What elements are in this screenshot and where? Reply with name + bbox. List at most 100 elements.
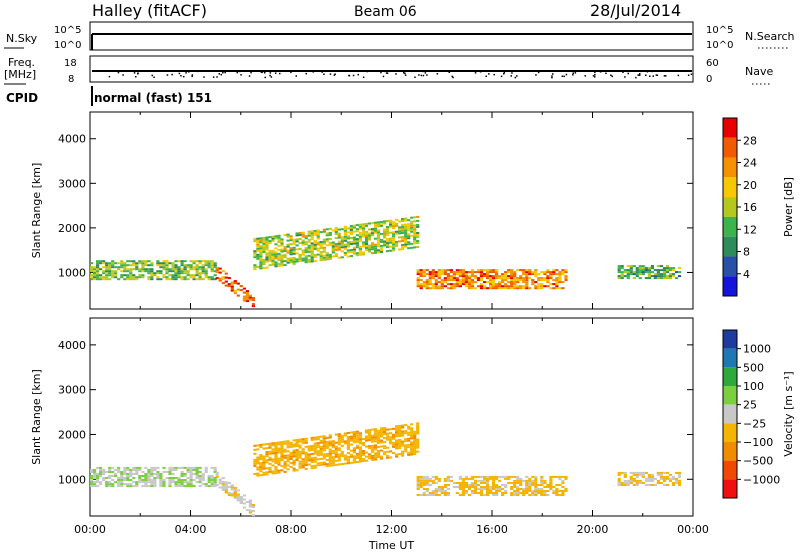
data-cell xyxy=(401,238,404,240)
data-cell xyxy=(162,260,165,262)
data-cell xyxy=(558,490,561,492)
data-cell xyxy=(435,494,438,496)
data-cell xyxy=(228,482,231,484)
data-cell xyxy=(280,453,283,455)
data-cell xyxy=(558,484,561,486)
data-cell xyxy=(513,484,516,486)
data-cell xyxy=(528,287,531,289)
data-cell xyxy=(666,265,669,267)
data-cell xyxy=(174,481,177,483)
data-cell xyxy=(165,266,168,268)
data-cell xyxy=(371,246,374,248)
data-cell xyxy=(323,445,326,447)
data-cell xyxy=(525,271,528,273)
data-cell xyxy=(525,285,528,287)
data-cell xyxy=(420,269,423,271)
data-cell xyxy=(450,269,453,271)
data-cell xyxy=(489,285,492,287)
data-cell xyxy=(308,251,311,253)
data-cell xyxy=(377,251,380,253)
data-cell xyxy=(507,271,510,273)
data-cell xyxy=(252,303,255,305)
data-cell xyxy=(174,264,177,266)
colorbar-tick-label: 16 xyxy=(743,201,757,214)
data-cell xyxy=(277,460,280,462)
data-cell xyxy=(290,454,293,456)
data-cell xyxy=(627,484,630,486)
data-cell xyxy=(302,450,305,452)
data-cell xyxy=(413,441,416,443)
data-cell xyxy=(277,444,280,446)
data-cell xyxy=(663,476,666,478)
data-cell xyxy=(371,459,374,461)
data-cell xyxy=(114,270,117,272)
data-cell xyxy=(159,473,162,475)
colorbar-segment xyxy=(723,349,737,368)
data-cell xyxy=(420,484,423,486)
data-cell xyxy=(305,251,308,253)
data-cell xyxy=(359,461,362,463)
nave-point xyxy=(224,72,226,74)
data-cell xyxy=(489,271,492,273)
data-cell xyxy=(311,459,314,461)
data-cell xyxy=(99,473,102,475)
data-cell xyxy=(528,486,531,488)
data-cell xyxy=(246,300,249,302)
data-cell xyxy=(268,258,271,260)
data-cell xyxy=(314,437,317,439)
data-cell xyxy=(129,475,132,477)
data-cell xyxy=(302,464,305,466)
colorbar-tick-label: 4 xyxy=(743,268,750,281)
nave-point xyxy=(638,74,640,76)
nave-point xyxy=(261,71,263,73)
data-cell xyxy=(262,261,265,263)
data-cell xyxy=(171,469,174,471)
data-cell xyxy=(386,437,389,439)
data-cell xyxy=(290,452,293,454)
data-cell xyxy=(507,281,510,283)
data-cell xyxy=(401,236,404,238)
data-cell xyxy=(362,245,365,247)
data-cell xyxy=(447,283,450,285)
data-cell xyxy=(362,460,365,462)
data-cell xyxy=(311,242,314,244)
data-cell xyxy=(362,223,365,225)
data-cell xyxy=(525,283,528,285)
data-cell xyxy=(636,472,639,474)
data-cell xyxy=(341,441,344,443)
data-cell xyxy=(314,232,317,234)
data-cell xyxy=(293,450,296,452)
data-cell xyxy=(423,285,426,287)
nave-point xyxy=(219,73,221,75)
data-cell xyxy=(240,502,243,504)
data-cell xyxy=(657,265,660,267)
data-cell xyxy=(344,455,347,457)
data-cell xyxy=(165,270,168,272)
data-cell xyxy=(365,440,368,442)
data-cell xyxy=(265,257,268,259)
data-cell xyxy=(380,427,383,429)
data-cell xyxy=(252,506,255,508)
data-cell xyxy=(549,478,552,480)
data-cell xyxy=(120,260,123,262)
data-cell xyxy=(171,477,174,479)
data-cell xyxy=(386,226,389,228)
data-cell xyxy=(243,499,246,501)
data-cell xyxy=(501,494,504,496)
data-cell xyxy=(480,287,483,289)
data-cell xyxy=(274,261,277,263)
data-cell xyxy=(177,274,180,276)
data-cell xyxy=(90,485,93,487)
data-cell xyxy=(162,471,165,473)
data-cell xyxy=(474,277,477,279)
data-cell xyxy=(417,269,420,271)
data-cell xyxy=(489,269,492,271)
data-cell xyxy=(249,506,252,508)
data-cell xyxy=(453,279,456,281)
data-cell xyxy=(135,262,138,264)
data-cell xyxy=(326,252,329,254)
data-cell xyxy=(417,486,420,488)
data-cell xyxy=(663,271,666,273)
data-cell xyxy=(516,281,519,283)
data-cell xyxy=(636,482,639,484)
